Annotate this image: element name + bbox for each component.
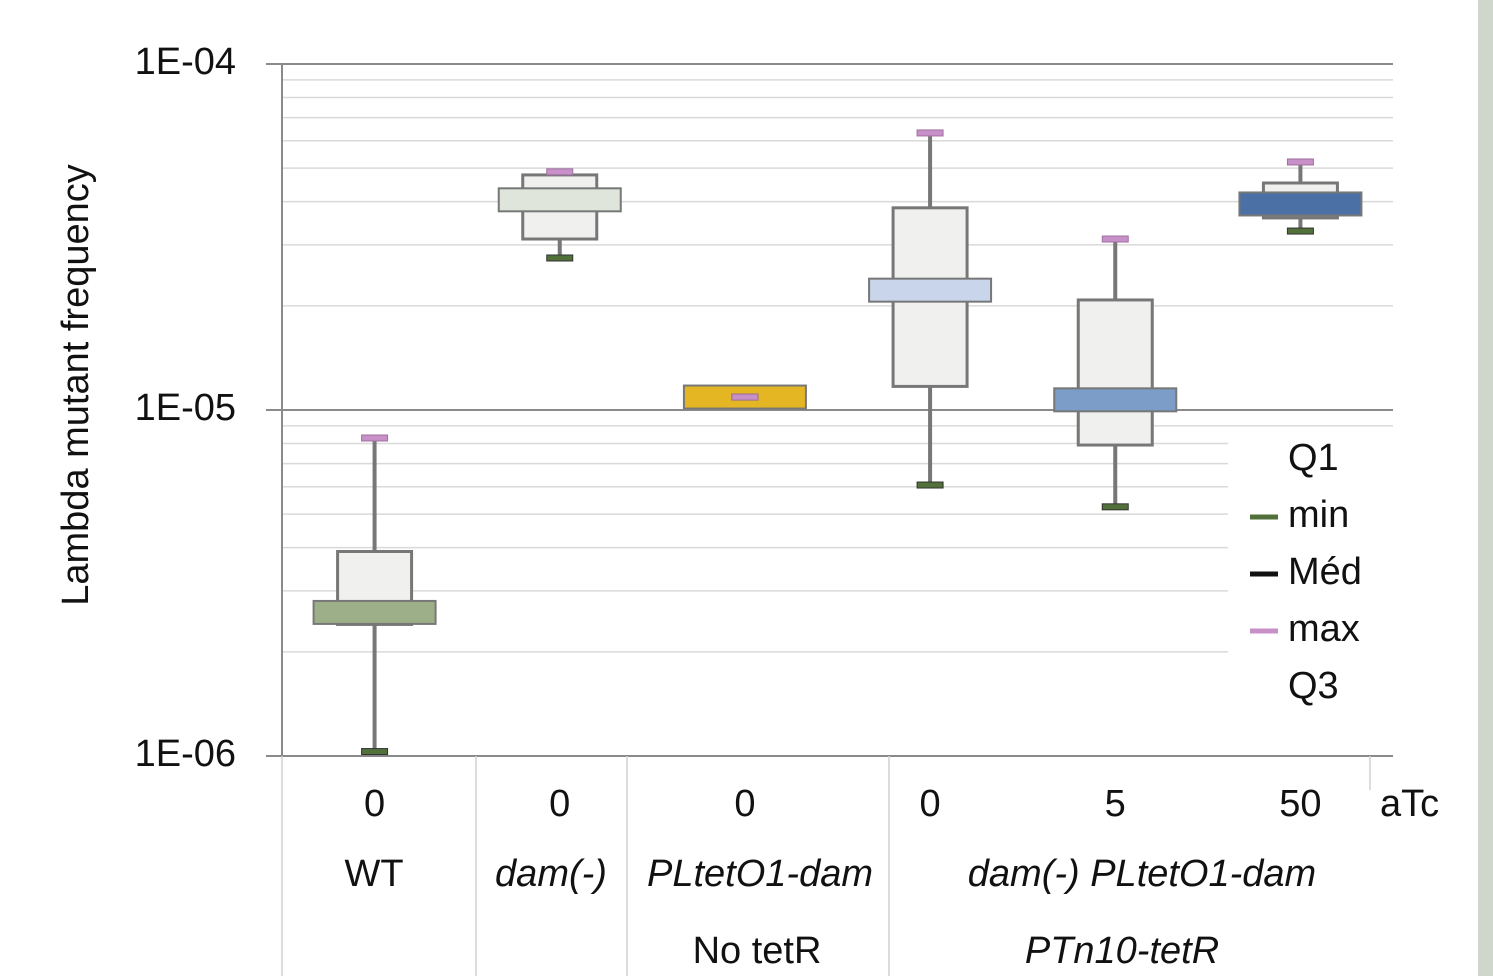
x-row-label: aTc [1380,783,1439,825]
group-label: PLtetO1-dam [647,853,873,895]
max-cap [1101,235,1129,243]
x-tick-label: 0 [549,783,570,825]
legend-box [1228,435,1393,720]
median-band [1053,387,1178,413]
median-band [312,599,437,625]
legend-label: max [1288,608,1360,650]
min-cap [916,481,944,489]
x-tick-label: 50 [1279,783,1321,825]
legend-label: Méd [1288,551,1362,593]
max-cap [361,434,389,442]
median-band [868,277,993,303]
group-label: No tetR [693,930,822,972]
group-label: dam(-) PLtetO1-dam [968,853,1316,895]
min-cap [546,254,574,262]
y-tick-label: 1E-06 [135,733,236,775]
x-tick-label: 0 [734,783,755,825]
group-label: WT [344,853,403,895]
min-cap [1101,503,1129,511]
x-tick-label: 0 [920,783,941,825]
legend-label: Q3 [1288,665,1339,707]
group-label: PTn10-tetR [1025,930,1219,972]
max-cap [731,393,759,401]
page-edge [1478,0,1493,976]
y-tick-label: 1E-05 [135,387,236,429]
legend-label: min [1288,494,1349,536]
legend-label: Q1 [1288,437,1339,479]
max-cap [1286,158,1314,166]
x-tick-label: 5 [1105,783,1126,825]
median-band [1238,191,1363,217]
max-cap [916,129,944,137]
group-label: dam(-) [495,853,607,895]
y-axis-label: Lambda mutant frequency [55,164,97,606]
min-cap [1286,227,1314,235]
box [1076,298,1154,447]
y-tick-label: 1E-04 [135,41,236,83]
median-band [497,187,622,213]
x-tick-label: 0 [364,783,385,825]
min-cap [361,748,389,756]
max-cap [546,168,574,176]
